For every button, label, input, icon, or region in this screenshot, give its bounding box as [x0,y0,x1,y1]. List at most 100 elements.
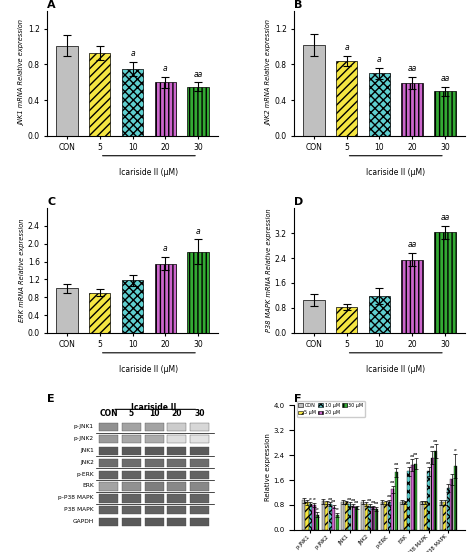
Text: a: a [163,245,168,253]
Text: 10: 10 [149,409,159,418]
Bar [375,509,378,530]
Text: D: D [294,197,303,208]
Bar [447,488,450,530]
Bar [336,307,357,333]
Text: Icariside II (μM): Icariside II (μM) [119,365,178,374]
Bar [355,507,358,530]
Bar [122,435,141,443]
Text: P38 MAPK: P38 MAPK [64,507,94,512]
Bar [391,490,394,530]
Bar [145,494,164,503]
Bar [167,459,186,467]
Y-axis label: Relative expression: Relative expression [264,434,271,502]
Bar [122,423,141,431]
Text: aa: aa [408,240,417,249]
Bar [420,502,423,530]
Bar [190,482,209,491]
Bar [167,506,186,514]
Bar [167,423,186,431]
Y-axis label: JNK2 mRNA Relative expression: JNK2 mRNA Relative expression [265,20,272,126]
Bar [384,502,387,530]
Y-axis label: JNK1 mRNA Relative expression: JNK1 mRNA Relative expression [19,20,25,126]
Bar [190,459,209,467]
Text: p-ERK: p-ERK [76,471,94,476]
Bar [155,264,176,333]
Bar [190,494,209,503]
Bar [303,45,325,136]
Text: aa: aa [410,454,415,458]
Bar [122,518,141,527]
Text: aa: aa [351,498,356,502]
Text: aa: aa [193,70,202,78]
Bar [434,91,456,136]
Text: aa: aa [408,64,417,73]
Text: aa: aa [413,452,419,457]
Bar [145,482,164,491]
Bar [99,506,118,514]
Text: aa: aa [390,480,395,484]
Text: 30: 30 [194,409,205,418]
Text: JNK2: JNK2 [80,460,94,465]
Bar [388,502,391,530]
Text: a: a [316,507,319,511]
Bar [145,447,164,455]
Bar [145,518,164,527]
Bar [89,53,110,136]
Bar [427,471,430,530]
Bar [454,466,457,530]
Bar [325,502,328,530]
Bar [302,500,305,530]
Bar [434,232,456,333]
Bar [361,502,364,530]
Legend: CON, 5 μM, 10 μM, 20 μM, 30 μM: CON, 5 μM, 10 μM, 20 μM, 30 μM [297,401,365,417]
Text: Icariside II: Icariside II [131,403,177,412]
Bar [122,447,141,455]
Bar [332,507,335,530]
Text: aa: aa [374,501,379,505]
Bar [411,465,414,530]
Bar [316,515,319,530]
Bar [401,259,423,333]
Bar [395,472,398,530]
Bar [56,288,78,333]
Bar [99,423,118,431]
Text: a: a [377,55,382,65]
Bar [145,423,164,431]
Bar [167,447,186,455]
Text: aa: aa [387,494,392,498]
Text: a: a [196,226,201,236]
Bar [122,69,143,136]
Text: a: a [163,64,168,73]
Bar [122,280,143,333]
Bar [303,300,325,333]
Bar [99,459,118,467]
Bar [348,505,351,530]
Text: E: E [47,395,55,405]
Bar [190,506,209,514]
Bar [407,471,410,530]
Bar [99,447,118,455]
Text: p-P38 MAPK: p-P38 MAPK [58,495,94,500]
Bar [341,502,345,530]
Bar [99,482,118,491]
Bar [430,458,434,530]
Text: Icariside II (μM): Icariside II (μM) [366,168,425,177]
Bar [187,87,209,136]
Bar [365,505,368,530]
Bar [322,501,325,530]
Text: aa: aa [328,497,333,501]
Text: aa: aa [393,461,399,466]
Bar [190,423,209,431]
Text: ERK: ERK [82,484,94,489]
Text: aa: aa [440,74,449,83]
Bar [167,494,186,503]
Bar [145,435,164,443]
Bar [167,482,186,491]
Text: a: a [454,448,456,452]
Bar [145,459,164,467]
Text: aa: aa [429,445,435,449]
Bar [99,435,118,443]
Bar [369,296,390,333]
Text: B: B [294,0,302,10]
Text: Icariside II (μM): Icariside II (μM) [119,168,178,177]
